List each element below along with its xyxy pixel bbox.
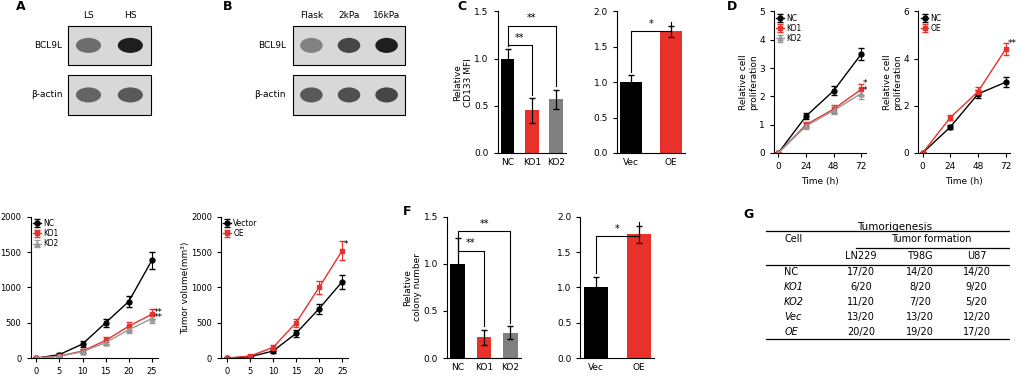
Ellipse shape [337,87,360,102]
Text: 7/20: 7/20 [908,297,930,307]
Text: 17/20: 17/20 [847,267,874,277]
Bar [500,59,514,153]
Text: 16kPa: 16kPa [373,11,399,20]
Text: Cell: Cell [784,234,802,244]
Text: 8/20: 8/20 [908,282,930,292]
Text: LN229: LN229 [845,251,876,261]
Text: Tumorigenesis: Tumorigenesis [856,222,931,232]
Text: *: * [343,240,348,250]
Text: **: ** [527,13,536,24]
Bar [549,99,562,153]
Text: BCL9L: BCL9L [258,41,285,50]
Text: G: G [743,208,753,221]
Text: 6/20: 6/20 [850,282,871,292]
Legend: NC, OE: NC, OE [919,13,942,34]
Legend: Vector, OE: Vector, OE [222,218,258,239]
Text: *: * [614,224,620,234]
Bar [583,287,607,358]
Text: *: * [862,79,867,88]
Text: **: ** [154,308,162,317]
X-axis label: Time (h): Time (h) [800,176,838,186]
Text: 20/20: 20/20 [847,327,874,336]
Text: **: ** [479,219,488,229]
Bar [449,264,465,358]
Text: BCL9L: BCL9L [35,41,62,50]
Text: HS: HS [124,11,137,20]
Text: 13/20: 13/20 [905,312,933,322]
Bar [525,110,538,153]
Text: 19/20: 19/20 [905,327,933,336]
Text: Flask: Flask [300,11,323,20]
Ellipse shape [337,38,360,53]
FancyBboxPatch shape [292,75,405,115]
Text: 5/20: 5/20 [965,297,986,307]
Y-axis label: Relative
colony number: Relative colony number [403,253,422,322]
Ellipse shape [75,87,101,102]
Text: β-actin: β-actin [254,90,285,99]
Y-axis label: Relative cell
proliferation: Relative cell proliferation [738,54,757,110]
Ellipse shape [117,87,143,102]
Text: Vec: Vec [784,312,801,322]
Text: Tumor formation: Tumor formation [891,234,971,244]
Bar [659,31,682,153]
Text: KO2: KO2 [784,297,803,307]
FancyBboxPatch shape [67,75,151,115]
Y-axis label: Tumor volume(mm³): Tumor volume(mm³) [180,241,190,334]
Y-axis label: Relative
CD133 MFI: Relative CD133 MFI [453,58,473,107]
Text: **: ** [515,33,524,43]
Text: **: ** [154,313,162,322]
Legend: NC, KO1, KO2: NC, KO1, KO2 [775,13,802,44]
Text: **: ** [466,239,475,248]
Text: 11/20: 11/20 [847,297,874,307]
Ellipse shape [300,38,322,53]
Text: T98G: T98G [906,251,932,261]
Text: B: B [222,0,232,13]
Text: *: * [862,86,867,95]
Text: A: A [16,0,25,13]
Text: NC: NC [784,267,798,277]
Text: 9/20: 9/20 [965,282,986,292]
Text: LS: LS [83,11,94,20]
Bar [502,333,518,358]
Legend: NC, KO1, KO2: NC, KO1, KO2 [32,218,59,249]
Text: 17/20: 17/20 [962,327,989,336]
Ellipse shape [300,87,322,102]
Ellipse shape [375,38,397,53]
Bar [627,234,650,358]
Text: OE: OE [784,327,797,336]
FancyBboxPatch shape [292,26,405,65]
Text: *: * [648,19,653,29]
Text: D: D [726,0,737,13]
Text: 14/20: 14/20 [962,267,989,277]
Ellipse shape [75,38,101,53]
Text: 13/20: 13/20 [847,312,874,322]
Ellipse shape [375,87,397,102]
Text: β-actin: β-actin [32,90,62,99]
Text: C: C [457,0,466,13]
Text: 14/20: 14/20 [905,267,933,277]
X-axis label: Time (h): Time (h) [945,176,982,186]
Text: U87: U87 [966,251,985,261]
Y-axis label: Relative cell
proliferation: Relative cell proliferation [882,54,902,110]
Text: 2kPa: 2kPa [338,11,360,20]
Ellipse shape [117,38,143,53]
FancyBboxPatch shape [67,26,151,65]
Text: F: F [403,205,411,218]
Bar [620,82,642,153]
Text: **: ** [1007,39,1015,48]
Text: KO1: KO1 [784,282,803,292]
Text: 12/20: 12/20 [962,312,989,322]
Bar [476,338,491,358]
